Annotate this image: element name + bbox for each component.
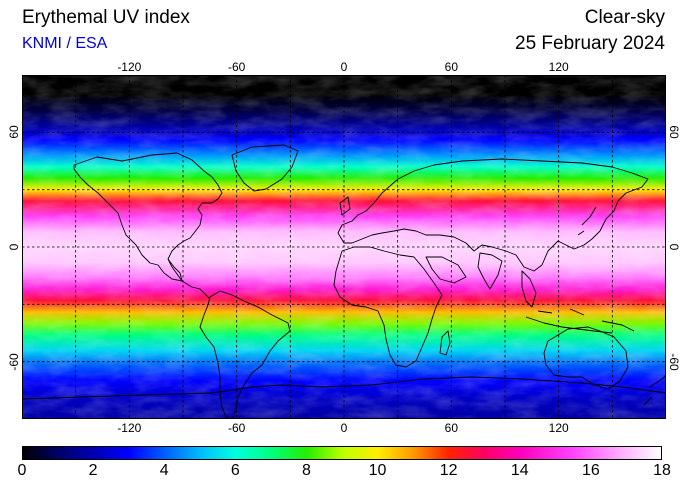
- colorbar-tick-label: 6: [230, 462, 240, 479]
- lat-tick-label-right: 0: [667, 243, 681, 251]
- colorbar-fill: [22, 446, 662, 460]
- coast-southeast-asia: [521, 270, 537, 308]
- lat-tick-label-left: 60: [7, 125, 21, 140]
- colorbar-tick-label: 14: [510, 462, 529, 479]
- coastlines: [22, 144, 666, 419]
- coast-british-isles: [339, 196, 351, 216]
- coast-india: [477, 252, 503, 290]
- coast-japan: [577, 206, 597, 236]
- lon-tick-label-bottom: 120: [548, 421, 569, 435]
- colorbar: [22, 446, 662, 460]
- map-title: Erythemal UV index: [22, 7, 190, 28]
- lon-tick-label-bottom: 60: [444, 421, 459, 435]
- colorbar-border: [22, 446, 662, 460]
- colorbar-tick-label: 16: [581, 462, 600, 479]
- coast-central-america: [167, 258, 211, 300]
- source-label: KNMI / ESA: [22, 35, 108, 52]
- colorbar-tick-label: 8: [301, 462, 311, 479]
- lat-tick-label-right: 60: [667, 125, 681, 140]
- coast-south-america: [199, 290, 291, 419]
- colorbar-tick-label: 10: [368, 462, 387, 479]
- coast-africa: [333, 246, 443, 368]
- coast-australia: [543, 326, 629, 390]
- coast-antarctica: [22, 376, 666, 400]
- lat-tick-label-left: 0: [7, 243, 21, 251]
- coast-north-america: [73, 152, 223, 282]
- map-border: [22, 75, 666, 419]
- lon-tick-label-top: -60: [227, 60, 246, 74]
- date-label: 25 February 2024: [515, 33, 665, 54]
- lon-tick-label-top: -120: [117, 60, 142, 74]
- graticule: [22, 75, 666, 419]
- lon-tick-label-bottom: -120: [117, 421, 142, 435]
- colorbar-tick-label: 12: [439, 462, 458, 479]
- lat-tick-label-left: -60: [7, 352, 21, 371]
- lon-tick-label-bottom: -60: [227, 421, 246, 435]
- coast-greenland: [231, 144, 299, 192]
- colorbar-tick-label: 2: [88, 462, 98, 479]
- lon-tick-label-top: 0: [340, 60, 348, 74]
- uv-index-map: [22, 75, 666, 419]
- sky-condition-label: Clear-sky: [584, 7, 665, 28]
- coast-europe-asia: [337, 158, 649, 272]
- colorbar-tick-label: 18: [653, 462, 671, 479]
- coast-indonesia: [525, 308, 635, 334]
- coast-new-zealand: [643, 374, 666, 406]
- lon-tick-label-top: 120: [548, 60, 569, 74]
- lon-tick-label-top: 60: [444, 60, 459, 74]
- colorbar-tick-label: 0: [17, 462, 27, 479]
- lat-tick-label-right: -60: [667, 352, 681, 371]
- colorbar-tick-label: 4: [159, 462, 169, 479]
- lon-tick-label-bottom: 0: [340, 421, 348, 435]
- coast-madagascar: [439, 330, 451, 356]
- coast-arabia: [425, 256, 467, 284]
